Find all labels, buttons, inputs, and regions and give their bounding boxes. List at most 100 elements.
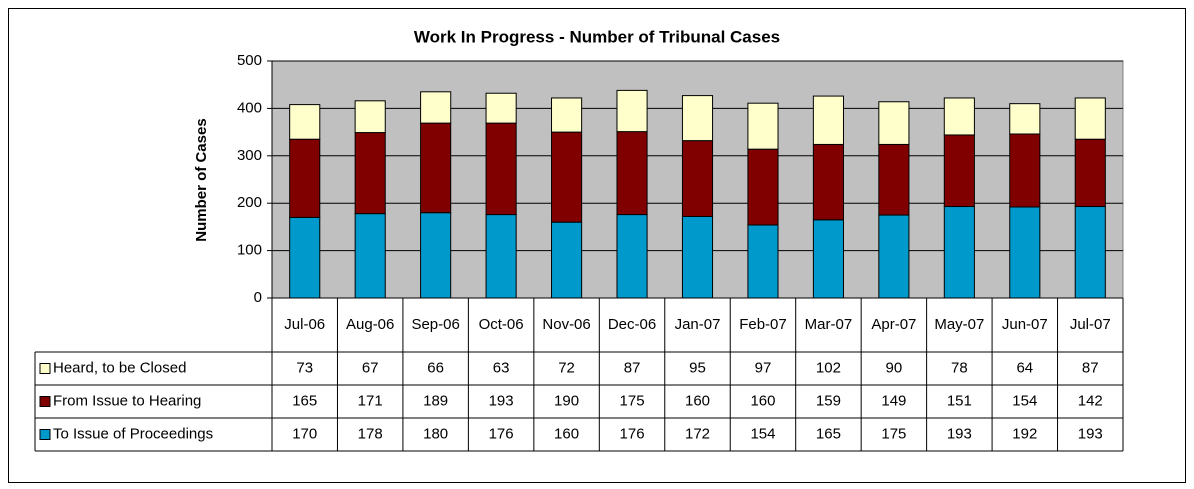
x-tick-label: Apr-07 bbox=[871, 316, 916, 333]
bar bbox=[289, 138, 321, 218]
bar bbox=[812, 143, 844, 221]
bar bbox=[812, 95, 844, 145]
table-cell: 160 bbox=[554, 425, 579, 442]
bar bbox=[747, 148, 779, 226]
bar bbox=[485, 92, 517, 124]
bar bbox=[943, 97, 975, 136]
table-cell: 87 bbox=[624, 359, 641, 376]
bar bbox=[420, 212, 452, 299]
bar bbox=[1074, 97, 1106, 140]
bar bbox=[420, 122, 452, 214]
bar bbox=[878, 101, 910, 145]
y-tick-label: 100 bbox=[237, 242, 262, 259]
table-cell: 192 bbox=[1012, 425, 1037, 442]
table-cell: 151 bbox=[947, 392, 972, 409]
x-tick-label: Oct-06 bbox=[479, 316, 524, 333]
table-cell: 95 bbox=[689, 359, 706, 376]
table-cell: 176 bbox=[620, 425, 645, 442]
bar bbox=[1009, 103, 1041, 135]
table-cell: 102 bbox=[816, 359, 841, 376]
bar bbox=[616, 214, 648, 299]
table-cell: 149 bbox=[881, 392, 906, 409]
table-cell: 67 bbox=[362, 359, 379, 376]
y-tick-label: 200 bbox=[237, 194, 262, 211]
table-cell: 190 bbox=[554, 392, 579, 409]
table-cell: 180 bbox=[423, 425, 448, 442]
table-cell: 154 bbox=[1012, 392, 1037, 409]
y-axis-label: Number of Cases bbox=[193, 118, 210, 241]
bar bbox=[354, 100, 386, 134]
table-cell: 170 bbox=[292, 425, 317, 442]
chart-title: Work In Progress - Number of Tribunal Ca… bbox=[414, 27, 780, 46]
y-tick-label: 500 bbox=[237, 52, 262, 69]
bar bbox=[616, 89, 648, 133]
x-tick-label: Jan-07 bbox=[675, 316, 721, 333]
bar bbox=[289, 104, 321, 140]
bar bbox=[420, 91, 452, 124]
bar bbox=[812, 219, 844, 299]
bar bbox=[551, 97, 583, 133]
x-tick-label: Dec-06 bbox=[608, 316, 656, 333]
table-cell: 64 bbox=[1016, 359, 1033, 376]
table-cell: 73 bbox=[296, 359, 313, 376]
table-cell: 176 bbox=[489, 425, 514, 442]
x-tick-label: Sep-06 bbox=[411, 316, 459, 333]
x-tick-label: Jul-06 bbox=[284, 316, 325, 333]
table-cell: 154 bbox=[750, 425, 775, 442]
bar bbox=[1074, 206, 1106, 299]
table-cell: 189 bbox=[423, 392, 448, 409]
x-tick-label: May-07 bbox=[934, 316, 984, 333]
bar bbox=[878, 214, 910, 299]
table-cell: 78 bbox=[951, 359, 968, 376]
table-cell: 171 bbox=[358, 392, 383, 409]
bar bbox=[289, 216, 321, 299]
legend-label: From Issue to Hearing bbox=[53, 392, 201, 409]
bar bbox=[943, 206, 975, 299]
bar bbox=[1009, 206, 1041, 299]
table-cell: 97 bbox=[755, 359, 772, 376]
bar bbox=[681, 140, 714, 217]
bar bbox=[878, 143, 910, 216]
y-tick-label: 300 bbox=[237, 147, 262, 164]
table-cell: 172 bbox=[685, 425, 710, 442]
legend-label: Heard, to be Closed bbox=[53, 359, 186, 376]
bar bbox=[681, 215, 714, 299]
table-cell: 175 bbox=[620, 392, 645, 409]
bar bbox=[354, 213, 386, 299]
bar bbox=[354, 132, 386, 215]
bar bbox=[747, 102, 779, 150]
legend-key bbox=[39, 396, 51, 407]
x-tick-label: Jul-07 bbox=[1070, 316, 1111, 333]
x-tick-label: Nov-06 bbox=[542, 316, 590, 333]
table-cell: 63 bbox=[493, 359, 510, 376]
bar bbox=[747, 224, 779, 299]
table-cell: 178 bbox=[358, 425, 383, 442]
bar bbox=[485, 214, 517, 299]
x-tick-label: Aug-06 bbox=[346, 316, 394, 333]
bar bbox=[616, 131, 648, 216]
y-tick-label: 0 bbox=[254, 289, 262, 306]
table-cell: 175 bbox=[881, 425, 906, 442]
bar bbox=[1074, 138, 1106, 208]
x-tick-label: Feb-07 bbox=[739, 316, 787, 333]
table-cell: 160 bbox=[750, 392, 775, 409]
table-cell: 160 bbox=[685, 392, 710, 409]
legend-label: To Issue of Proceedings bbox=[53, 425, 213, 442]
table-cell: 165 bbox=[816, 425, 841, 442]
bar bbox=[485, 122, 517, 216]
table-cell: 193 bbox=[1078, 425, 1103, 442]
x-tick-label: Mar-07 bbox=[805, 316, 853, 333]
table-cell: 66 bbox=[427, 359, 444, 376]
x-tick-label: Jun-07 bbox=[1002, 316, 1048, 333]
bar bbox=[943, 134, 975, 208]
legend-key bbox=[39, 363, 51, 374]
table-cell: 90 bbox=[886, 359, 903, 376]
bar bbox=[1009, 133, 1041, 208]
bar bbox=[551, 221, 583, 299]
table-cell: 142 bbox=[1078, 392, 1103, 409]
legend-key bbox=[39, 429, 51, 440]
table-cell: 72 bbox=[558, 359, 575, 376]
table-cell: 165 bbox=[292, 392, 317, 409]
table-cell: 193 bbox=[947, 425, 972, 442]
